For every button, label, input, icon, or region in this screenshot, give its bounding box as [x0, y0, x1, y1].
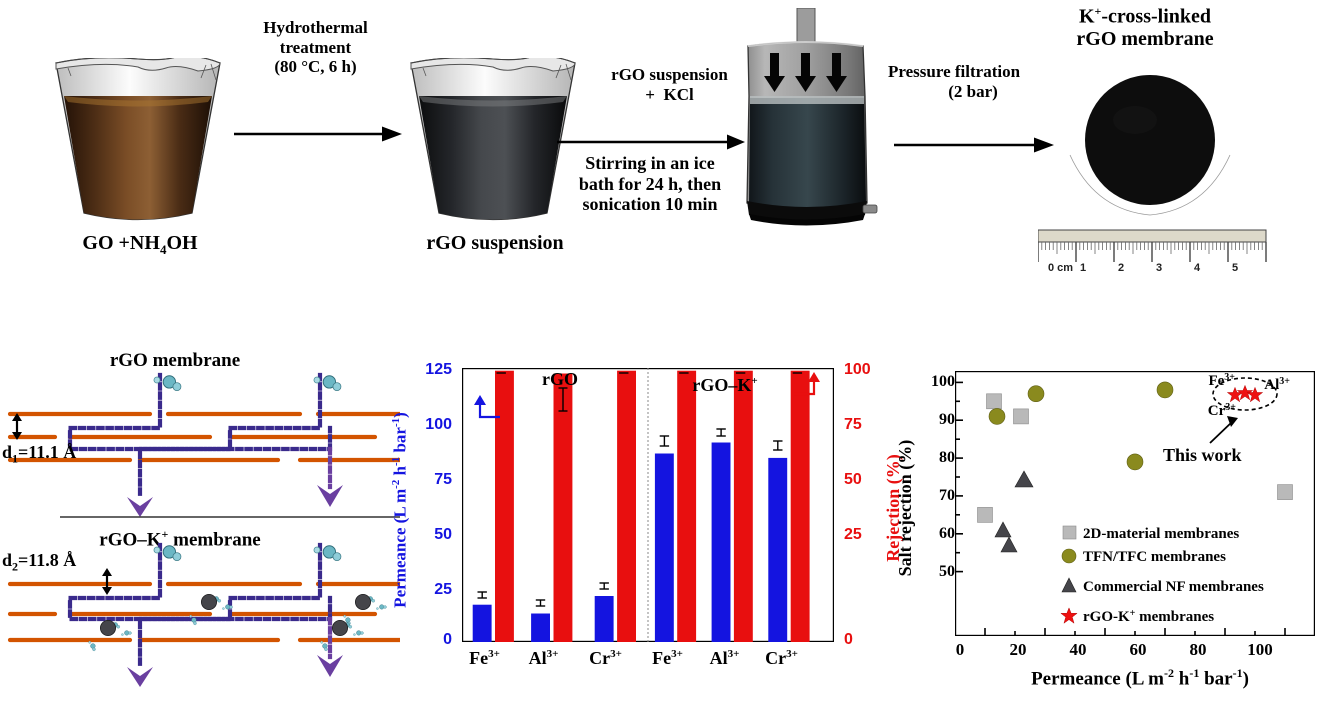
svg-text:80: 80 [939, 449, 955, 466]
svg-text:2: 2 [1118, 262, 1124, 274]
svg-text:25: 25 [434, 581, 452, 598]
svg-text:50: 50 [844, 471, 862, 488]
svg-text:60: 60 [939, 525, 955, 542]
svg-text:75: 75 [844, 416, 862, 433]
svg-text:50: 50 [434, 526, 452, 543]
svg-text:1: 1 [1080, 262, 1086, 274]
svg-text:0: 0 [844, 631, 853, 648]
svg-text:70: 70 [939, 487, 955, 504]
svg-text:5: 5 [1232, 262, 1238, 274]
svg-text:125: 125 [425, 361, 452, 378]
svg-text:75: 75 [434, 471, 452, 488]
svg-text:100: 100 [425, 416, 452, 433]
svg-text:4: 4 [1194, 262, 1201, 274]
svg-text:100: 100 [931, 373, 955, 390]
svg-text:0 cm: 0 cm [1048, 262, 1073, 274]
svg-text:3: 3 [1156, 262, 1162, 274]
svg-text:50: 50 [939, 563, 955, 580]
svg-text:90: 90 [939, 411, 955, 428]
svg-text:100: 100 [844, 361, 871, 378]
svg-text:0: 0 [443, 631, 452, 648]
svg-text:25: 25 [844, 526, 862, 543]
